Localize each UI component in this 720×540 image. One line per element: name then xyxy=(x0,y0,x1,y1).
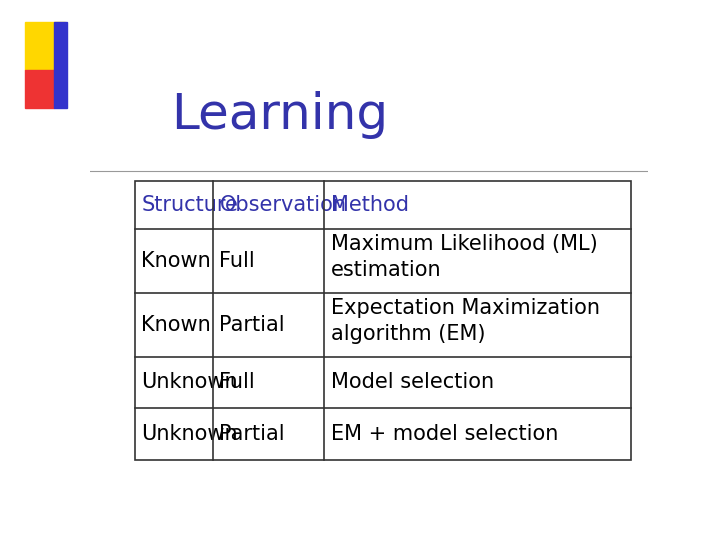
Text: EM + model selection: EM + model selection xyxy=(331,424,559,444)
Text: Partial: Partial xyxy=(220,424,285,444)
Text: Learning: Learning xyxy=(171,91,388,139)
Bar xyxy=(135,181,631,460)
Text: Model selection: Model selection xyxy=(331,373,494,393)
Text: Structure: Structure xyxy=(141,195,238,215)
Text: Observation: Observation xyxy=(220,195,346,215)
Text: Method: Method xyxy=(331,195,409,215)
Text: Known: Known xyxy=(141,251,211,271)
Text: Known: Known xyxy=(141,315,211,335)
Text: Unknown: Unknown xyxy=(141,373,238,393)
Text: Partial: Partial xyxy=(220,315,285,335)
Text: Full: Full xyxy=(220,373,255,393)
Text: Maximum Likelihood (ML)
estimation: Maximum Likelihood (ML) estimation xyxy=(331,234,598,280)
Text: Unknown: Unknown xyxy=(141,424,238,444)
Text: Expectation Maximization
algorithm (EM): Expectation Maximization algorithm (EM) xyxy=(331,298,600,344)
Text: Full: Full xyxy=(220,251,255,271)
